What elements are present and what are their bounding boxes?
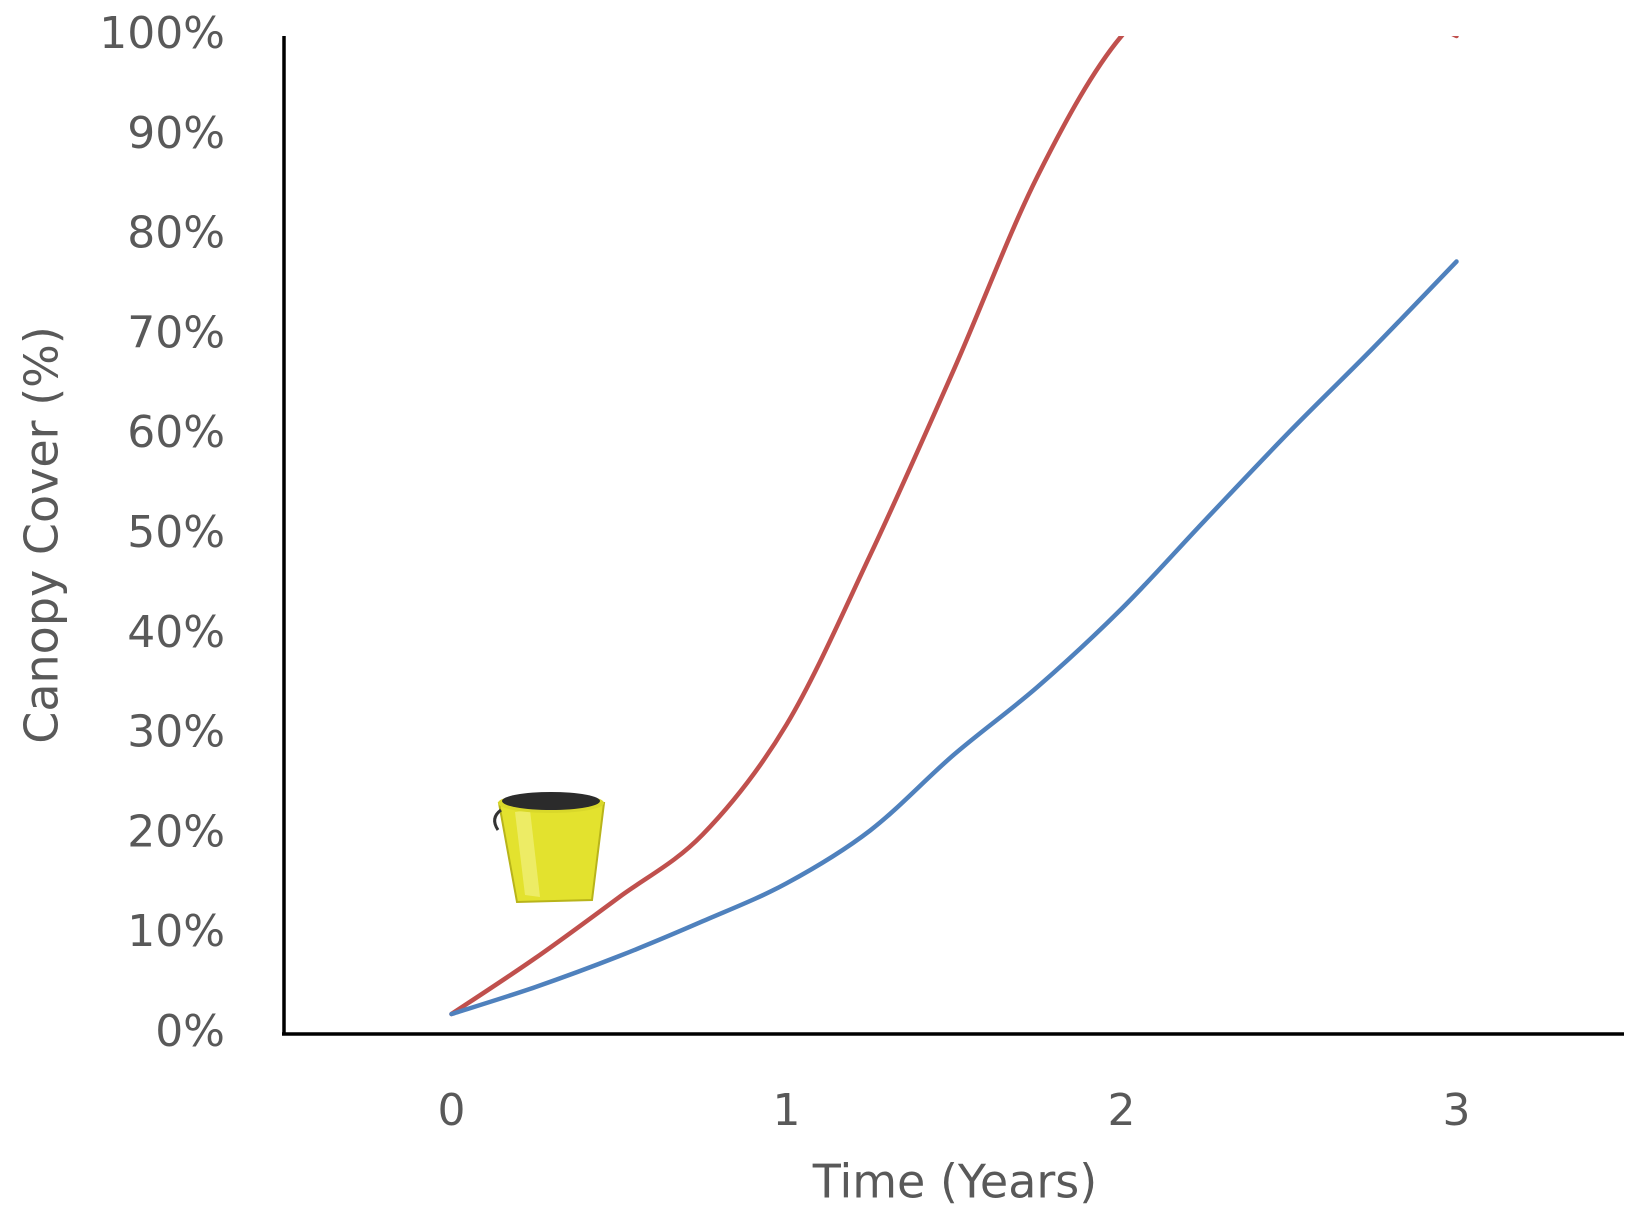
y-tick-label: 80% [127, 208, 225, 259]
series-line [449, 259, 1459, 1017]
y-axis-title: Canopy Cover (%) [15, 326, 69, 744]
y-tick-label: 60% [127, 407, 225, 458]
y-tick-label: 100% [99, 8, 225, 59]
x-tick-label: 1 [773, 1085, 801, 1136]
plot-area [449, 36, 1459, 1017]
bucket-illustration [493, 792, 606, 904]
x-tick-label: 2 [1108, 1085, 1136, 1136]
y-tick-label: 50% [127, 507, 225, 558]
y-tick-label: 20% [127, 806, 225, 857]
y-tick-label: 30% [127, 707, 225, 758]
x-axis-title: Time (Years) [812, 1155, 1097, 1209]
y-tick-label: 0% [155, 1006, 225, 1057]
x-tick-label: 0 [438, 1085, 466, 1136]
x-tick-label: 3 [1443, 1085, 1471, 1136]
y-tick-label: 10% [127, 906, 225, 957]
y-tick-label: 70% [127, 307, 225, 358]
series-line [449, 36, 1459, 1017]
y-tick-label: 40% [127, 607, 225, 658]
y-tick-label: 90% [127, 108, 225, 159]
